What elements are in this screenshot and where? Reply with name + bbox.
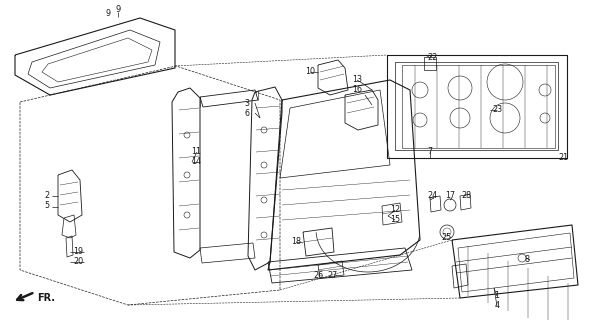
Text: 8: 8 [525, 255, 530, 265]
Text: 6: 6 [244, 108, 250, 117]
Text: 2: 2 [44, 191, 50, 201]
Text: 17: 17 [445, 190, 455, 199]
Text: FR.: FR. [37, 293, 55, 303]
Text: 12: 12 [390, 205, 400, 214]
Text: 28: 28 [461, 190, 471, 199]
Text: 19: 19 [73, 247, 83, 257]
Text: 20: 20 [73, 258, 83, 267]
Text: 11: 11 [191, 148, 201, 156]
Text: 9: 9 [105, 10, 110, 19]
Text: 5: 5 [44, 202, 50, 211]
Text: 16: 16 [352, 85, 362, 94]
Text: 24: 24 [427, 190, 437, 199]
Text: 25: 25 [442, 234, 452, 243]
Text: 22: 22 [427, 52, 437, 61]
Text: 13: 13 [352, 76, 362, 84]
Text: 3: 3 [244, 99, 250, 108]
Text: 1: 1 [494, 292, 499, 300]
Text: 21: 21 [558, 154, 568, 163]
Text: 9: 9 [115, 5, 121, 14]
Text: 7: 7 [427, 148, 433, 156]
Text: 15: 15 [390, 215, 400, 225]
Text: 14: 14 [191, 157, 201, 166]
Text: 23: 23 [492, 106, 502, 115]
Text: 10: 10 [305, 68, 315, 76]
Text: 4: 4 [494, 301, 499, 310]
Text: 26: 26 [313, 270, 323, 279]
Text: 27: 27 [328, 270, 338, 279]
Text: 18: 18 [291, 237, 301, 246]
